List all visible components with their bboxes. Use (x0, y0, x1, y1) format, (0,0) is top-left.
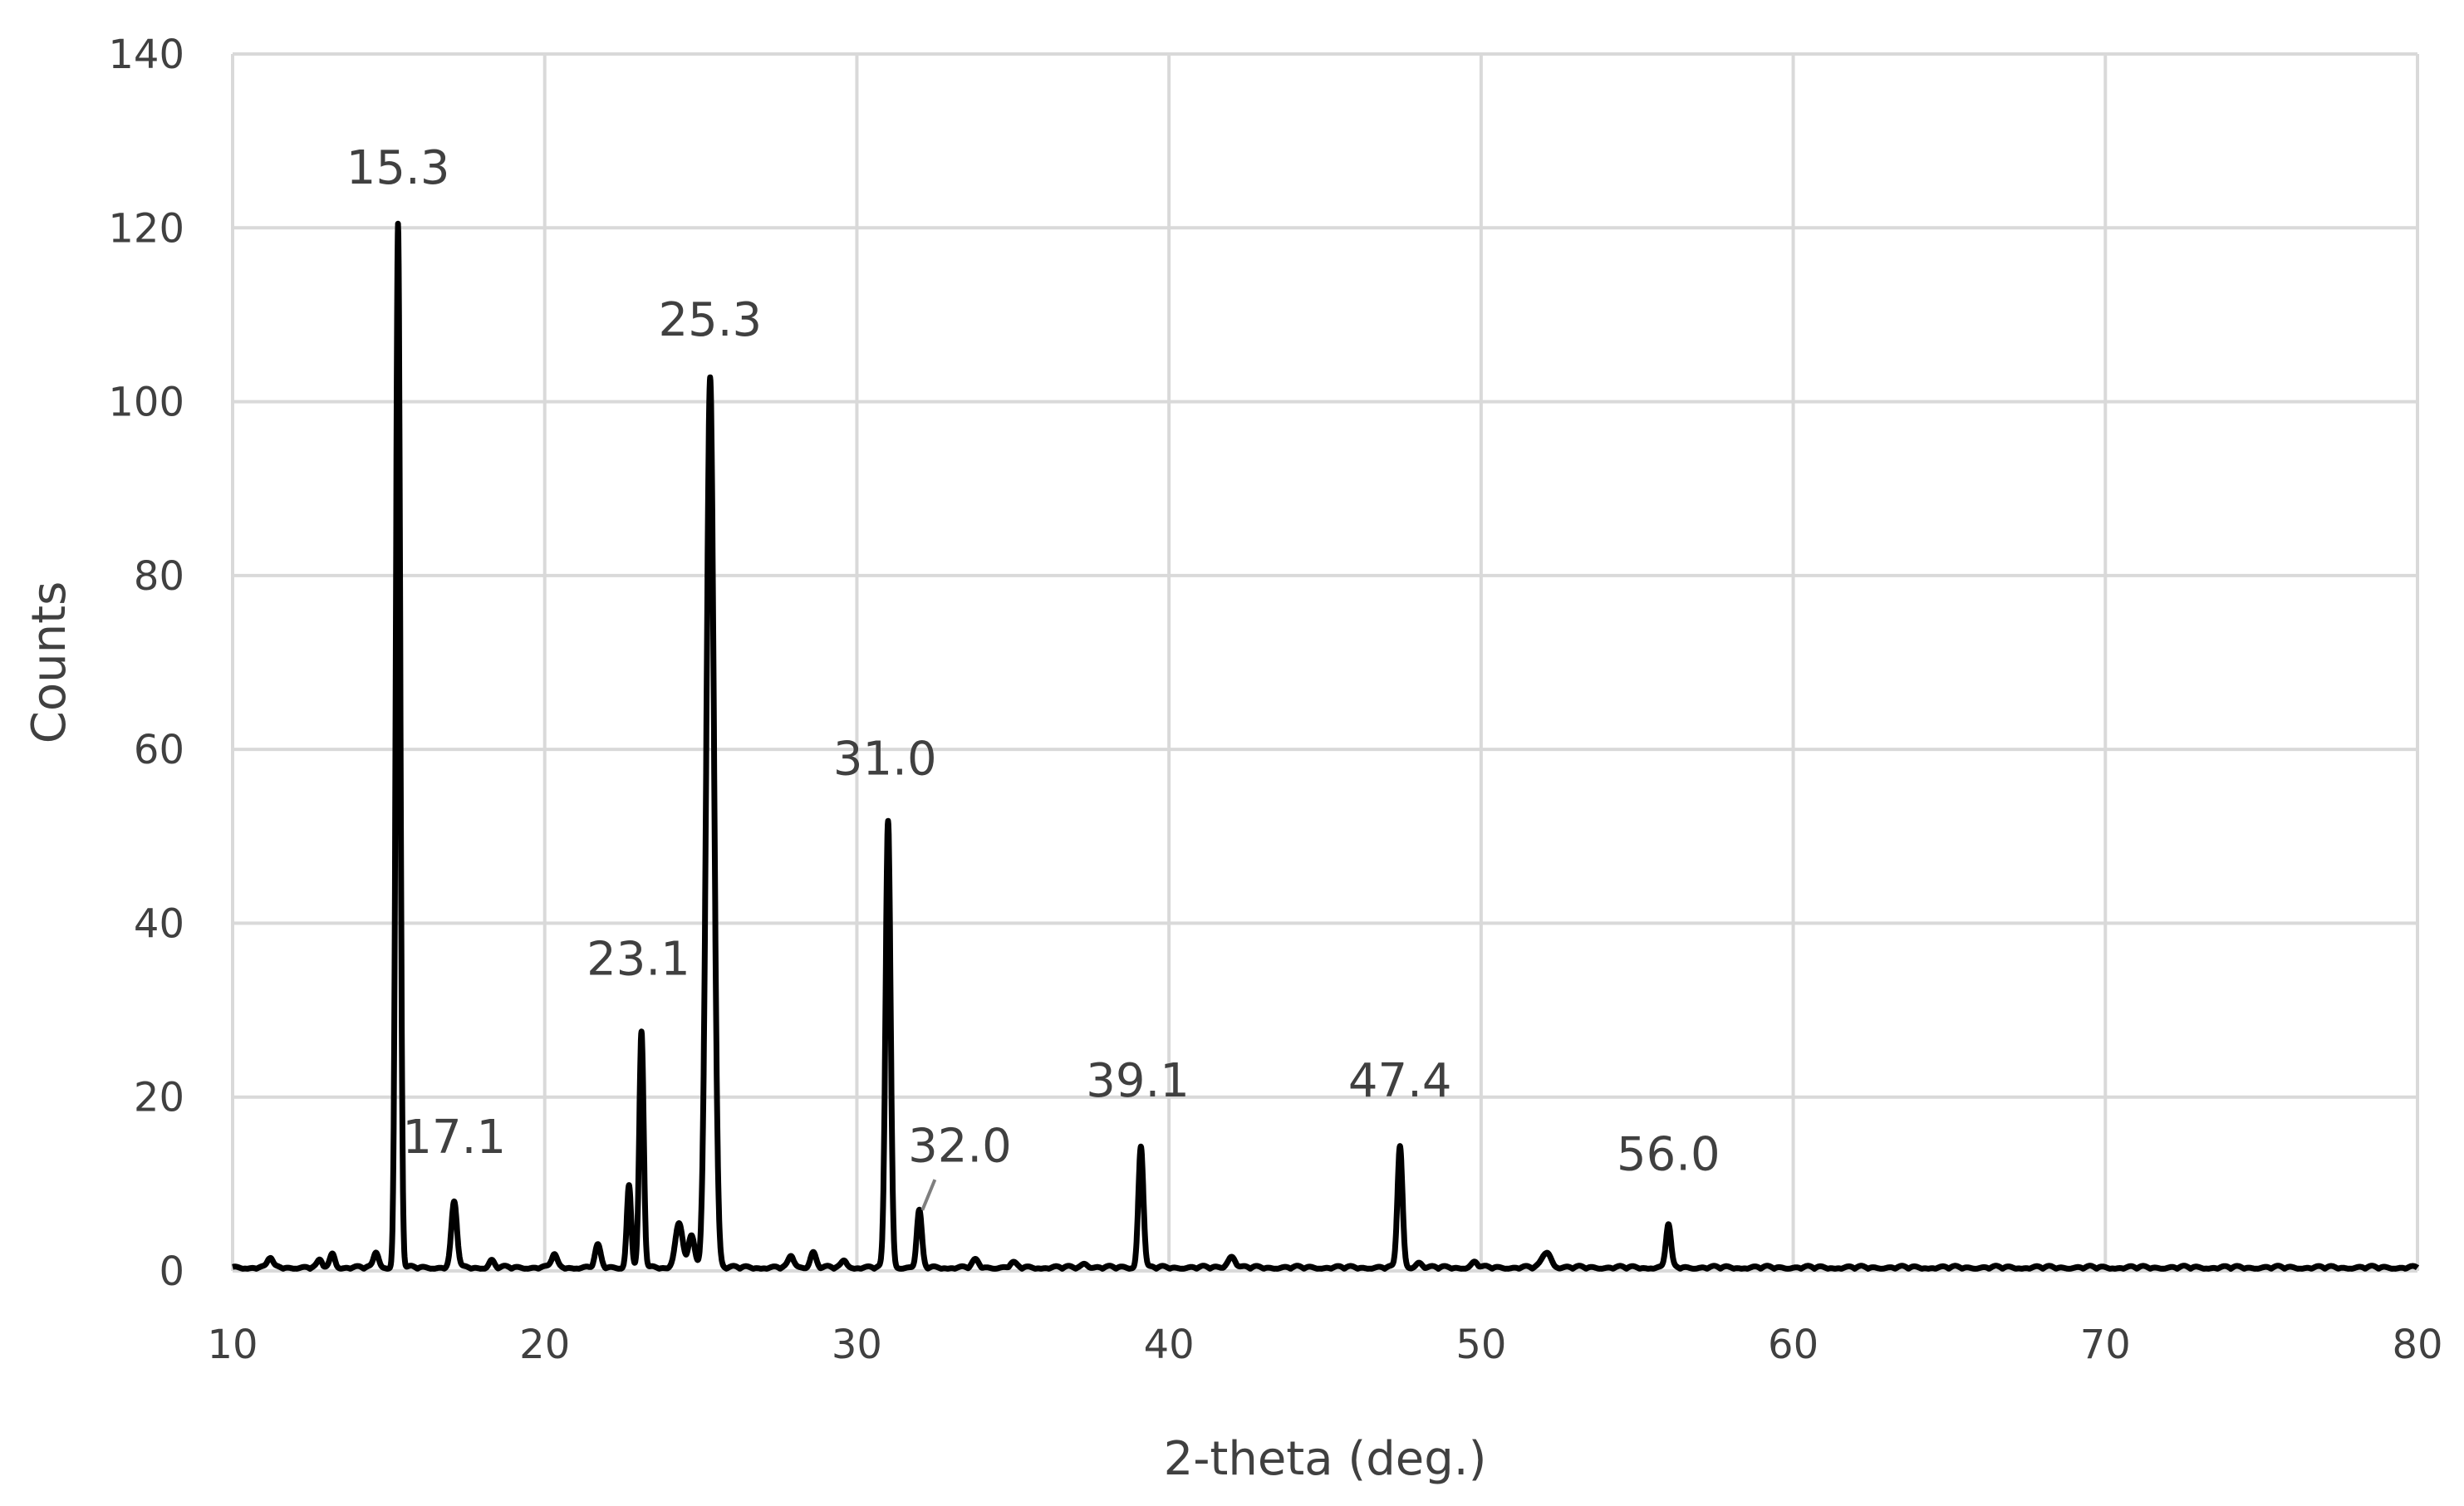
peak-label: 56.0 (1617, 1128, 1720, 1182)
x-tick-label: 40 (1144, 1322, 1195, 1368)
peak-label: 15.3 (346, 141, 450, 195)
series-layer (229, 220, 2421, 1272)
x-tick-label: 30 (832, 1322, 882, 1368)
peak-label: 17.1 (402, 1111, 506, 1165)
x-tick-label: 10 (207, 1322, 258, 1368)
x-tick-label: 20 (519, 1322, 570, 1368)
peak-label: 25.3 (658, 293, 762, 347)
peak-label: 31.0 (833, 733, 937, 787)
x-tick-labels: 10 20 30 40 50 60 70 80 (207, 1322, 2442, 1368)
x-tick-label: 60 (1768, 1322, 1819, 1368)
x-axis-title: 2-theta (deg.) (1164, 1432, 1487, 1486)
y-tick-label: 120 (108, 205, 184, 252)
peak-annotations: 15.3 17.1 23.1 25.3 31.0 32.0 39.1 47.4 56.0 (346, 141, 1720, 1211)
y-tick-label: 60 (134, 727, 184, 773)
y-tick-label: 0 (159, 1248, 184, 1295)
peak-label: 39.1 (1086, 1054, 1190, 1108)
peak-label: 32.0 (908, 1119, 1012, 1173)
y-tick-label: 40 (134, 900, 184, 947)
annotation-leader-line (920, 1179, 937, 1211)
x-tick-label: 50 (1455, 1322, 1506, 1368)
x-tick-label: 80 (2392, 1322, 2442, 1368)
peak-label: 47.4 (1348, 1054, 1452, 1108)
y-tick-label: 20 (134, 1075, 184, 1121)
y-tick-labels: 0 20 40 60 80 100 120 140 (108, 32, 184, 1295)
y-tick-label: 140 (108, 32, 184, 78)
y-tick-label: 80 (134, 553, 184, 600)
y-axis-title: Counts (22, 581, 76, 743)
y-tick-label: 100 (108, 380, 184, 426)
series-line-0 (229, 220, 2421, 1272)
x-tick-label: 70 (2080, 1322, 2131, 1368)
peak-label: 23.1 (587, 932, 690, 986)
vertical-gridlines (231, 54, 2419, 1271)
